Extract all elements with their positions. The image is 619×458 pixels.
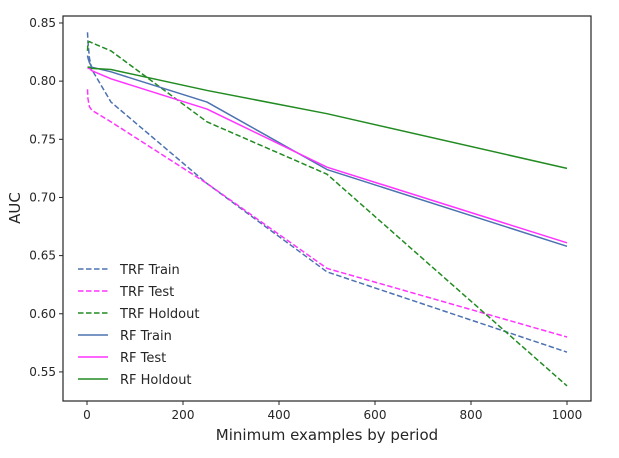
y-axis-label: AUC [6,192,24,224]
y-tick-label: 0.80 [29,74,56,88]
series-line-rf-test [87,67,568,244]
legend-label: RF Holdout [120,373,192,388]
y-tick-label: 0.65 [29,249,56,263]
series-line-trf-test [86,89,568,338]
legend-label: RF Test [120,351,166,366]
x-tick-label: 200 [172,408,195,422]
y-tick-label: 0.55 [29,365,56,379]
x-tick-label: 800 [460,408,483,422]
series-line-trf-holdout [86,40,568,387]
plot-frame [62,15,592,402]
x-tick-label: 1000 [552,408,583,422]
y-tick-label: 0.75 [29,132,56,146]
x-axis-ticks: 0 200 400 600 800 1000 [83,401,582,422]
series-line-rf-holdout [87,66,568,170]
legend-label: RF Train [120,329,172,344]
y-tick-label: 0.60 [29,307,56,321]
series-line-trf-train [86,32,568,353]
legend-label: TRF Holdout [119,307,199,322]
legend-label: TRF Train [119,263,180,278]
legend: TRF Train TRF Test TRF Holdout RF Train RF T… [78,263,199,388]
legend-label: TRF Test [119,285,174,300]
x-tick-label: 600 [364,408,387,422]
series-layer [86,32,568,387]
y-tick-label: 0.85 [29,16,56,30]
x-tick-label: 400 [268,408,291,422]
y-tick-label: 0.70 [29,190,56,204]
x-tick-label: 0 [83,408,91,422]
y-axis-ticks: 0.55 0.60 0.65 0.70 0.75 0.80 0.85 [29,16,63,379]
x-axis-label: Minimum examples by period [216,426,438,444]
